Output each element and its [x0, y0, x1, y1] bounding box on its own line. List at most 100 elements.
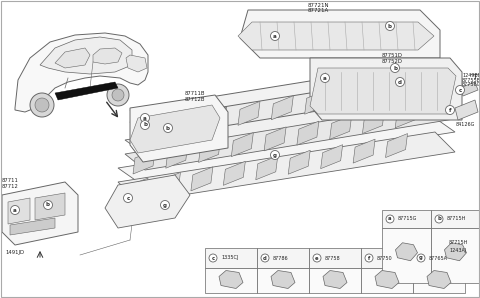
- Text: g: g: [163, 203, 167, 207]
- Polygon shape: [126, 178, 148, 202]
- Polygon shape: [256, 156, 278, 180]
- Polygon shape: [310, 58, 462, 120]
- Text: b: b: [166, 125, 170, 131]
- Polygon shape: [362, 110, 384, 134]
- Text: c: c: [458, 88, 462, 92]
- Circle shape: [107, 84, 129, 106]
- Circle shape: [386, 215, 394, 223]
- Polygon shape: [353, 139, 375, 163]
- FancyBboxPatch shape: [205, 248, 257, 268]
- Circle shape: [396, 77, 405, 86]
- Text: b: b: [393, 66, 397, 71]
- Text: 87756G: 87756G: [462, 82, 480, 87]
- Polygon shape: [323, 271, 347, 288]
- Polygon shape: [118, 132, 455, 202]
- Circle shape: [35, 98, 49, 112]
- FancyBboxPatch shape: [257, 268, 309, 293]
- Text: c: c: [126, 195, 130, 201]
- FancyBboxPatch shape: [382, 210, 431, 228]
- FancyBboxPatch shape: [413, 268, 465, 293]
- Circle shape: [11, 206, 20, 215]
- Circle shape: [164, 123, 172, 133]
- Circle shape: [385, 21, 395, 30]
- Text: 1491JD: 1491JD: [5, 250, 24, 255]
- Polygon shape: [231, 133, 253, 157]
- FancyBboxPatch shape: [257, 248, 309, 268]
- Polygon shape: [271, 271, 295, 288]
- Polygon shape: [264, 127, 286, 151]
- Polygon shape: [305, 90, 327, 114]
- Text: 87711B: 87711B: [185, 91, 205, 96]
- Circle shape: [123, 193, 132, 203]
- Text: 87715H: 87715H: [449, 240, 468, 245]
- Polygon shape: [130, 72, 460, 138]
- Polygon shape: [338, 85, 360, 109]
- Text: 87752D: 87752D: [382, 59, 403, 64]
- Polygon shape: [288, 150, 310, 174]
- Text: 87758: 87758: [325, 255, 341, 260]
- Polygon shape: [396, 243, 418, 261]
- Polygon shape: [125, 88, 460, 154]
- Polygon shape: [238, 101, 260, 125]
- Polygon shape: [55, 82, 118, 100]
- Text: a: a: [143, 116, 147, 120]
- Text: f: f: [449, 108, 451, 113]
- Text: 87715H: 87715H: [447, 217, 467, 221]
- Circle shape: [435, 215, 443, 223]
- Polygon shape: [158, 173, 180, 196]
- Polygon shape: [385, 134, 408, 158]
- Polygon shape: [375, 271, 399, 288]
- Text: 1249BD: 1249BD: [462, 73, 480, 78]
- Polygon shape: [166, 144, 188, 168]
- Text: 87712: 87712: [2, 184, 19, 189]
- Polygon shape: [405, 74, 427, 97]
- Text: 87711: 87711: [2, 178, 19, 183]
- Polygon shape: [310, 68, 456, 114]
- Text: 87712B: 87712B: [185, 97, 205, 102]
- Text: b: b: [388, 24, 392, 29]
- Polygon shape: [125, 102, 460, 170]
- Polygon shape: [460, 82, 478, 96]
- FancyBboxPatch shape: [382, 228, 431, 283]
- Polygon shape: [444, 243, 467, 261]
- Polygon shape: [93, 48, 122, 64]
- Text: g: g: [419, 255, 423, 260]
- Circle shape: [141, 120, 149, 130]
- Polygon shape: [297, 121, 319, 145]
- Circle shape: [271, 150, 279, 159]
- Circle shape: [141, 114, 149, 122]
- Polygon shape: [10, 218, 55, 235]
- Text: 87765A: 87765A: [429, 255, 448, 260]
- Polygon shape: [15, 33, 148, 112]
- Polygon shape: [191, 167, 213, 191]
- Text: 87750: 87750: [377, 255, 393, 260]
- Polygon shape: [133, 150, 155, 174]
- Polygon shape: [219, 271, 243, 288]
- Circle shape: [313, 254, 321, 262]
- Text: b: b: [143, 122, 147, 128]
- Polygon shape: [372, 79, 393, 103]
- FancyBboxPatch shape: [431, 210, 480, 228]
- Circle shape: [44, 201, 52, 209]
- Circle shape: [30, 93, 54, 117]
- Circle shape: [365, 254, 373, 262]
- Text: a: a: [323, 75, 327, 80]
- Polygon shape: [130, 60, 460, 122]
- Text: e: e: [315, 255, 319, 260]
- Text: 87786: 87786: [273, 255, 288, 260]
- Polygon shape: [40, 37, 132, 74]
- FancyBboxPatch shape: [309, 268, 361, 293]
- Polygon shape: [199, 139, 220, 162]
- FancyBboxPatch shape: [309, 248, 361, 268]
- FancyBboxPatch shape: [413, 248, 465, 268]
- Circle shape: [417, 254, 425, 262]
- Circle shape: [271, 32, 279, 41]
- Polygon shape: [2, 182, 78, 245]
- Text: a: a: [273, 33, 277, 38]
- Polygon shape: [427, 271, 451, 288]
- Text: b: b: [437, 217, 441, 221]
- FancyBboxPatch shape: [431, 228, 480, 283]
- Polygon shape: [455, 100, 478, 120]
- Circle shape: [160, 201, 169, 209]
- Polygon shape: [130, 105, 220, 153]
